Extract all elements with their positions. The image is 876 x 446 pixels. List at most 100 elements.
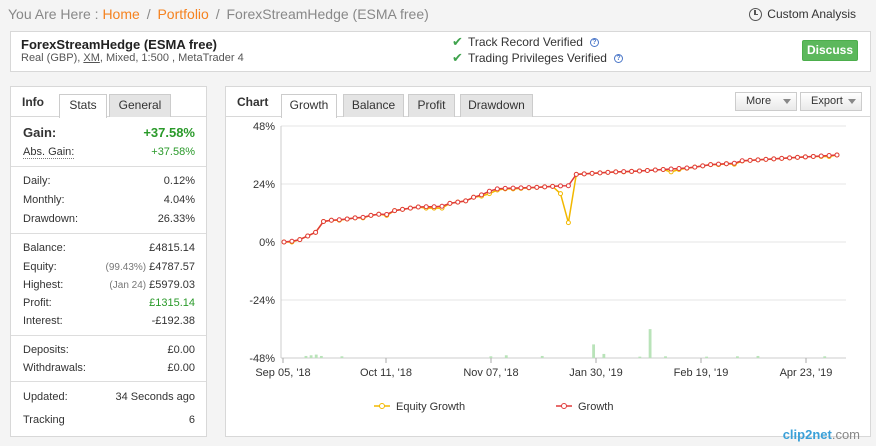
account-name: ForexStreamHedge (ESMA free) [21,37,218,52]
daily-label: Daily: [23,175,51,187]
custom-analysis-link[interactable]: Custom Analysis [749,7,856,21]
equity-percent: (99.43%) [105,262,147,273]
profit-row: Profit: £1315.14 [23,297,195,309]
series-point [652,167,658,173]
chevron-down-icon [783,99,791,104]
series-point [787,155,793,161]
trading-privileges-label: Trading Privileges Verified [468,51,607,65]
tracking-label: Tracking [23,414,65,426]
interest-label: Interest: [23,315,63,327]
series-point [510,185,516,191]
series-point [565,183,571,189]
series-point [723,161,729,167]
y-tick-label: 0% [259,237,275,249]
x-tick-label: Jan 30, '19 [569,367,622,379]
tab-general[interactable]: General [109,94,171,117]
help-icon[interactable]: ? [613,53,623,63]
series-point [289,238,295,244]
series-point [376,211,382,217]
series-point [297,237,303,243]
info-panel: Info Stats General Gain: +37.58% Abs. Ga… [10,86,207,437]
series-point [360,214,366,220]
abs-gain-label[interactable]: Abs. Gain: [23,146,75,159]
series-point [739,158,745,164]
watermark-suffix: .com [831,427,860,442]
breadcrumb-current: ForexStreamHedge (ESMA free) [226,6,429,22]
series-point [731,160,737,166]
volume-bar [823,356,827,358]
custom-analysis-label: Custom Analysis [767,7,856,21]
account-info-suffix: , Mixed, 1:500 , MetaTrader 4 [99,52,244,64]
info-title: Info [22,95,44,109]
watermark-main: clip2net [782,427,832,442]
x-tick-label: Sep 05, '18 [255,367,310,379]
series-point [771,156,777,162]
highest-value-group: (Jan 24) £5979.03 [109,279,195,291]
tracking-value: 6 [188,414,195,426]
highest-value: £5979.03 [149,279,195,291]
series-point [565,220,571,226]
legend-swatch-marker [379,403,385,409]
series-point [676,166,682,172]
series-point [810,153,816,159]
series-point [463,198,469,204]
tab-profit[interactable]: Profit [408,94,455,117]
chart-panel: Chart Growth Balance Profit Drawdown Mor… [225,86,871,437]
deposits-value: £0.00 [167,344,195,356]
y-tick-label: 48% [253,121,275,133]
series-point [455,199,461,205]
gain-label: Gain: [23,125,57,140]
series-line-equity-growth [284,154,838,243]
series-point [415,204,421,210]
breadcrumb-portfolio-link[interactable]: Portfolio [157,6,209,22]
volume-bar [314,354,318,358]
volume-bar [504,355,508,358]
help-icon[interactable]: ? [589,37,599,47]
series-point [431,204,437,210]
drawdown-row: Drawdown: 26.33% [23,213,195,225]
more-dropdown[interactable]: More [735,92,797,111]
export-dropdown[interactable]: Export [800,92,862,111]
balance-row: Balance: £4815.14 [23,242,195,254]
volume-bar [736,356,739,358]
broker-link[interactable]: XM [83,52,100,64]
account-header: ForexStreamHedge (ESMA free) Real (GBP),… [10,31,871,72]
breadcrumb-home-link[interactable]: Home [102,6,140,22]
account-info-prefix: Real (GBP), [21,52,84,64]
series-point [471,194,477,200]
drawdown-value: 26.33% [157,213,195,225]
discuss-button[interactable]: Discuss [802,40,858,61]
series-point [581,171,587,177]
tab-balance[interactable]: Balance [343,94,404,117]
series-point [502,185,508,191]
more-label: More [746,95,772,107]
monthly-label: Monthly: [23,194,65,206]
daily-row: Daily: 0.12% [23,175,195,187]
clock-icon [749,7,763,21]
series-point [573,171,579,177]
updated-row: Updated: 34 Seconds ago [23,391,195,403]
series-point [637,168,642,174]
chevron-down-icon [848,99,856,104]
series-point [747,157,753,163]
deposits-row: Deposits: £0.00 [23,344,195,356]
profit-value: £1315.14 [149,297,195,309]
track-record-verified: ✔ Track Record Verified ? [452,34,599,50]
tab-drawdown[interactable]: Drawdown [460,94,533,117]
volume-bar [602,353,606,358]
series-point [802,154,808,160]
trading-privileges-verified: ✔ Trading Privileges Verified ? [452,50,623,66]
checkmark-icon: ✔ [452,34,463,49]
divider [11,335,206,336]
series-point [281,239,287,245]
breadcrumb-prefix: You Are Here : [8,6,99,22]
account-info: Real (GBP), XM, Mixed, 1:500 , MetaTrade… [21,52,244,64]
series-point [660,167,666,172]
series-point [834,152,840,158]
tab-stats[interactable]: Stats [59,94,107,118]
tab-growth[interactable]: Growth [281,94,337,118]
series-point [613,169,619,175]
series-point [795,154,800,160]
growth-chart: 48% 24% 0% -24% -48% Sep 05, '18 Oct 11, '18 No… [249,121,846,413]
chart-title: Chart [237,95,269,109]
